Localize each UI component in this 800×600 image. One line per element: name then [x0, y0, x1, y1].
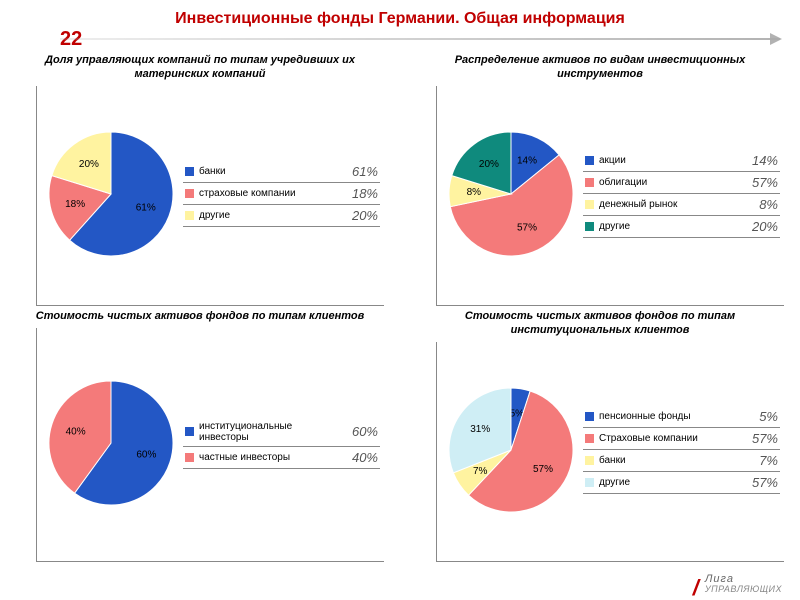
legend-swatch	[185, 453, 194, 462]
legend-swatch	[585, 478, 594, 487]
footer-accent-icon: /	[693, 581, 699, 594]
legend-pct: 20%	[344, 208, 378, 223]
legend-pct: 57%	[744, 475, 778, 490]
legend-label: денежный рынок	[599, 199, 739, 210]
legend-pct: 18%	[344, 186, 378, 201]
legend-label: Страховые компании	[599, 433, 739, 444]
panel-3-title: Стоимость чистых активов фондов по типам…	[8, 310, 392, 328]
footer-line2: УПРАВЛЯЮЩИХ	[705, 585, 782, 594]
slice-label: 7%	[473, 466, 488, 477]
legend-swatch	[185, 211, 194, 220]
legend-pct: 61%	[344, 164, 378, 179]
panel-3-chart: 60% 40% институциональные инвесторы 60% част…	[36, 328, 384, 562]
panel-2-title: Распределение активов по видам инвестици…	[408, 54, 792, 86]
panel-2-chart: 14% 57% 8% 20% акции 14% облигации 57% денежный …	[436, 86, 784, 307]
panel-4: Стоимость чистых активов фондов по типам…	[400, 308, 800, 564]
legend-row: другие 20%	[583, 216, 780, 238]
slice-label: 57%	[517, 223, 537, 234]
legend-pct: 57%	[744, 175, 778, 190]
legend-swatch	[585, 200, 594, 209]
slice-label: 8%	[467, 187, 482, 198]
page-title: Инвестиционные фонды Германии. Общая инф…	[0, 0, 800, 34]
legend-swatch	[585, 456, 594, 465]
legend-pct: 7%	[744, 453, 778, 468]
panel-1-chart: 61% 18% 20% банки 61% страховые компании 18% др…	[36, 86, 384, 307]
arrow-line	[60, 38, 780, 40]
slice-label: 57%	[533, 464, 553, 475]
legend-pct: 57%	[744, 431, 778, 446]
legend-row: облигации 57%	[583, 172, 780, 194]
panel-1: Доля управляющих компаний по типам учред…	[0, 52, 400, 308]
legend-swatch	[585, 222, 594, 231]
legend-pct: 60%	[344, 424, 378, 439]
legend-pct: 14%	[744, 153, 778, 168]
legend-pct: 20%	[744, 219, 778, 234]
slice-label: 60%	[136, 450, 156, 461]
panel-4-chart: 5% 57% 7% 31% пенсионные фонды 5% Страховые ко…	[436, 342, 784, 563]
legend-row: банки 61%	[183, 161, 380, 183]
legend-label: акции	[599, 155, 739, 166]
legend-row: институциональные инвесторы 60%	[183, 418, 380, 447]
legend-label: пенсионные фонды	[599, 411, 739, 422]
legend-row: другие 57%	[583, 472, 780, 494]
legend-swatch	[185, 189, 194, 198]
legend-pct: 8%	[744, 197, 778, 212]
slice-label: 61%	[136, 203, 156, 214]
legend-swatch	[185, 167, 194, 176]
legend-label: институциональные инвесторы	[199, 421, 339, 443]
legend-label: банки	[199, 166, 339, 177]
legend-row: денежный рынок 8%	[583, 194, 780, 216]
legend-label: страховые компании	[199, 188, 339, 199]
legend-row: частные инвесторы 40%	[183, 447, 380, 469]
slice-label: 31%	[470, 424, 490, 435]
legend-label: облигации	[599, 177, 739, 188]
legend-swatch	[185, 427, 194, 436]
legend-pct: 5%	[744, 409, 778, 424]
legend-label: другие	[599, 221, 739, 232]
legend: пенсионные фонды 5% Страховые компании 57% б…	[583, 406, 780, 494]
legend-swatch	[585, 156, 594, 165]
pie-chart: 14% 57% 8% 20%	[445, 128, 577, 260]
chart-grid: Доля управляющих компаний по типам учред…	[0, 52, 800, 564]
footer-logo: / Лига УПРАВЛЯЮЩИХ	[693, 574, 782, 594]
legend-pct: 40%	[344, 450, 378, 465]
legend-swatch	[585, 434, 594, 443]
slice-label: 14%	[517, 156, 537, 167]
legend-label: другие	[199, 210, 339, 221]
legend-row: пенсионные фонды 5%	[583, 406, 780, 428]
legend-swatch	[585, 178, 594, 187]
legend-label: другие	[599, 477, 739, 488]
panel-2: Распределение активов по видам инвестици…	[400, 52, 800, 308]
pie-chart: 60% 40%	[45, 377, 177, 509]
panel-1-title: Доля управляющих компаний по типам учред…	[8, 54, 392, 86]
slice-label: 20%	[79, 159, 99, 170]
slice-label: 40%	[66, 427, 86, 438]
legend-swatch	[585, 412, 594, 421]
legend-row: страховые компании 18%	[183, 183, 380, 205]
panel-3: Стоимость чистых активов фондов по типам…	[0, 308, 400, 564]
legend: акции 14% облигации 57% денежный рынок 8% друг…	[583, 150, 780, 238]
legend-row: банки 7%	[583, 450, 780, 472]
pie-chart: 61% 18% 20%	[45, 128, 177, 260]
legend: институциональные инвесторы 60% частные ин…	[183, 418, 380, 469]
slice-label: 18%	[65, 199, 85, 210]
pie-chart: 5%57%7%31%	[445, 384, 577, 516]
legend-row: другие 20%	[183, 205, 380, 227]
panel-4-title: Стоимость чистых активов фондов по типам…	[408, 310, 792, 342]
legend-row: Страховые компании 57%	[583, 428, 780, 450]
legend-label: банки	[599, 455, 739, 466]
legend: банки 61% страховые компании 18% другие 20%	[183, 161, 380, 227]
slice-label: 20%	[479, 159, 499, 170]
legend-label: частные инвесторы	[199, 452, 339, 463]
legend-row: акции 14%	[583, 150, 780, 172]
